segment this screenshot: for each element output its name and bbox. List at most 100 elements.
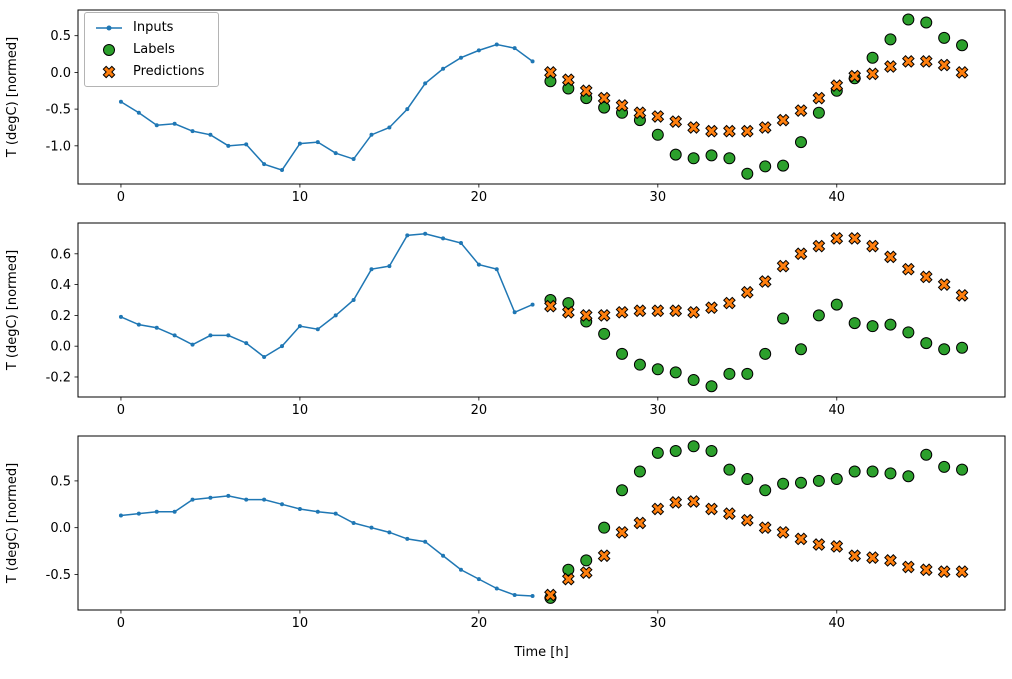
labels-point bbox=[956, 39, 969, 52]
y-tick-label: 0.0 bbox=[50, 521, 71, 536]
inputs-line bbox=[120, 233, 533, 358]
inputs-point bbox=[405, 233, 410, 238]
labels-point bbox=[580, 554, 593, 567]
predictions-point bbox=[651, 502, 665, 516]
inputs-point bbox=[172, 333, 177, 338]
inputs-point bbox=[405, 107, 410, 112]
predictions-point bbox=[901, 55, 915, 68]
labels-point bbox=[794, 476, 807, 489]
inputs-point bbox=[476, 577, 481, 582]
y-tick-label: -0.2 bbox=[46, 370, 71, 385]
inputs-point bbox=[154, 325, 159, 330]
predictions-point bbox=[919, 270, 933, 284]
labels-point bbox=[920, 16, 933, 29]
inputs-point bbox=[476, 262, 481, 267]
predictions-point bbox=[669, 496, 683, 509]
predictions-point bbox=[544, 588, 557, 602]
labels-point bbox=[723, 152, 736, 165]
x-tick-label: 20 bbox=[471, 190, 488, 205]
series-labels bbox=[544, 440, 969, 604]
y-tick-label: 0.4 bbox=[50, 278, 71, 293]
y-tick-label: 0.6 bbox=[50, 247, 71, 262]
y-tick-label: 0.5 bbox=[50, 474, 71, 489]
labels-point bbox=[741, 167, 754, 180]
legend-item-predictions: Predictions bbox=[94, 64, 204, 79]
predictions-point bbox=[597, 549, 611, 563]
predictions-point bbox=[705, 502, 718, 516]
inputs-point bbox=[369, 132, 374, 137]
y-tick-label: -1.0 bbox=[46, 139, 71, 154]
predictions-point bbox=[705, 301, 718, 315]
inputs-point bbox=[262, 162, 267, 167]
labels-point bbox=[669, 366, 682, 379]
legend-item-inputs: Inputs bbox=[94, 20, 204, 35]
predictions-point bbox=[776, 113, 790, 127]
x-tick-label: 20 bbox=[471, 616, 488, 631]
labels-point bbox=[777, 312, 790, 325]
predictions-point bbox=[919, 55, 933, 68]
inputs-point bbox=[118, 513, 123, 518]
inputs-point bbox=[262, 354, 267, 359]
labels-point bbox=[884, 467, 897, 480]
x-tick-label: 40 bbox=[829, 190, 846, 205]
predictions-point bbox=[579, 84, 593, 98]
inputs-point bbox=[315, 327, 320, 332]
inputs-point bbox=[494, 267, 499, 272]
subplot-3-canvas: T (degC) [normed] 0 10 20 30 40 -0.5 0.0 0.5 bbox=[5, 435, 1006, 631]
inputs-point bbox=[136, 322, 141, 327]
predictions-point bbox=[597, 309, 611, 322]
labels-point bbox=[741, 367, 754, 380]
predictions-point bbox=[955, 565, 969, 579]
inputs-point bbox=[351, 297, 356, 302]
predictions-point bbox=[615, 99, 629, 112]
legend-label-predictions: Predictions bbox=[133, 64, 205, 79]
inputs-point bbox=[244, 142, 249, 147]
series-predictions bbox=[544, 232, 969, 322]
predictions-point bbox=[794, 104, 808, 117]
inputs-point bbox=[512, 593, 517, 598]
y-axis-label: T (degC) [normed] bbox=[5, 37, 20, 158]
predictions-point bbox=[901, 560, 915, 574]
y-tick-label: -0.5 bbox=[46, 103, 71, 118]
labels-point bbox=[687, 152, 700, 165]
inputs-point bbox=[494, 42, 499, 47]
predictions-point bbox=[830, 79, 844, 92]
subplot-2-canvas: T (degC) [normed] 0 10 20 30 40 -0.2 0.0 0.2 0.4… bbox=[5, 222, 1006, 418]
labels-point bbox=[777, 159, 790, 172]
plot-area: 0 10 20 30 40 -0.5 0.0 0.5 bbox=[46, 435, 1006, 631]
inputs-point bbox=[280, 168, 285, 173]
labels-point bbox=[956, 463, 969, 476]
inputs-point bbox=[423, 231, 428, 236]
predictions-point bbox=[669, 304, 683, 318]
predictions-point bbox=[633, 516, 647, 530]
predictions-point bbox=[687, 305, 700, 319]
inputs-point bbox=[351, 521, 356, 525]
labels-point bbox=[705, 149, 718, 162]
inputs-point bbox=[190, 342, 195, 347]
labels-point bbox=[633, 358, 646, 371]
predictions-x-icon bbox=[102, 65, 116, 78]
labels-point bbox=[902, 13, 915, 26]
labels-point bbox=[794, 343, 807, 356]
predictions-point bbox=[651, 304, 665, 318]
x-tick-label: 10 bbox=[292, 403, 309, 418]
legend-label-labels: Labels bbox=[133, 42, 175, 57]
predictions-point bbox=[955, 289, 969, 302]
inputs-point bbox=[190, 497, 195, 502]
legend-dot bbox=[106, 25, 112, 30]
inputs-point bbox=[333, 511, 338, 516]
axes-spines bbox=[77, 222, 1006, 398]
inputs-point bbox=[315, 140, 320, 145]
inputs-point bbox=[333, 313, 338, 318]
labels-point bbox=[794, 136, 807, 149]
x-tick-label: 0 bbox=[117, 616, 125, 631]
predictions-point bbox=[848, 549, 862, 563]
predictions-point bbox=[919, 563, 933, 577]
labels-point bbox=[759, 484, 772, 497]
labels-point bbox=[920, 448, 933, 461]
labels-point bbox=[741, 473, 754, 486]
inputs-point bbox=[190, 129, 195, 134]
inputs-point bbox=[226, 333, 231, 338]
inputs-point bbox=[458, 55, 463, 60]
